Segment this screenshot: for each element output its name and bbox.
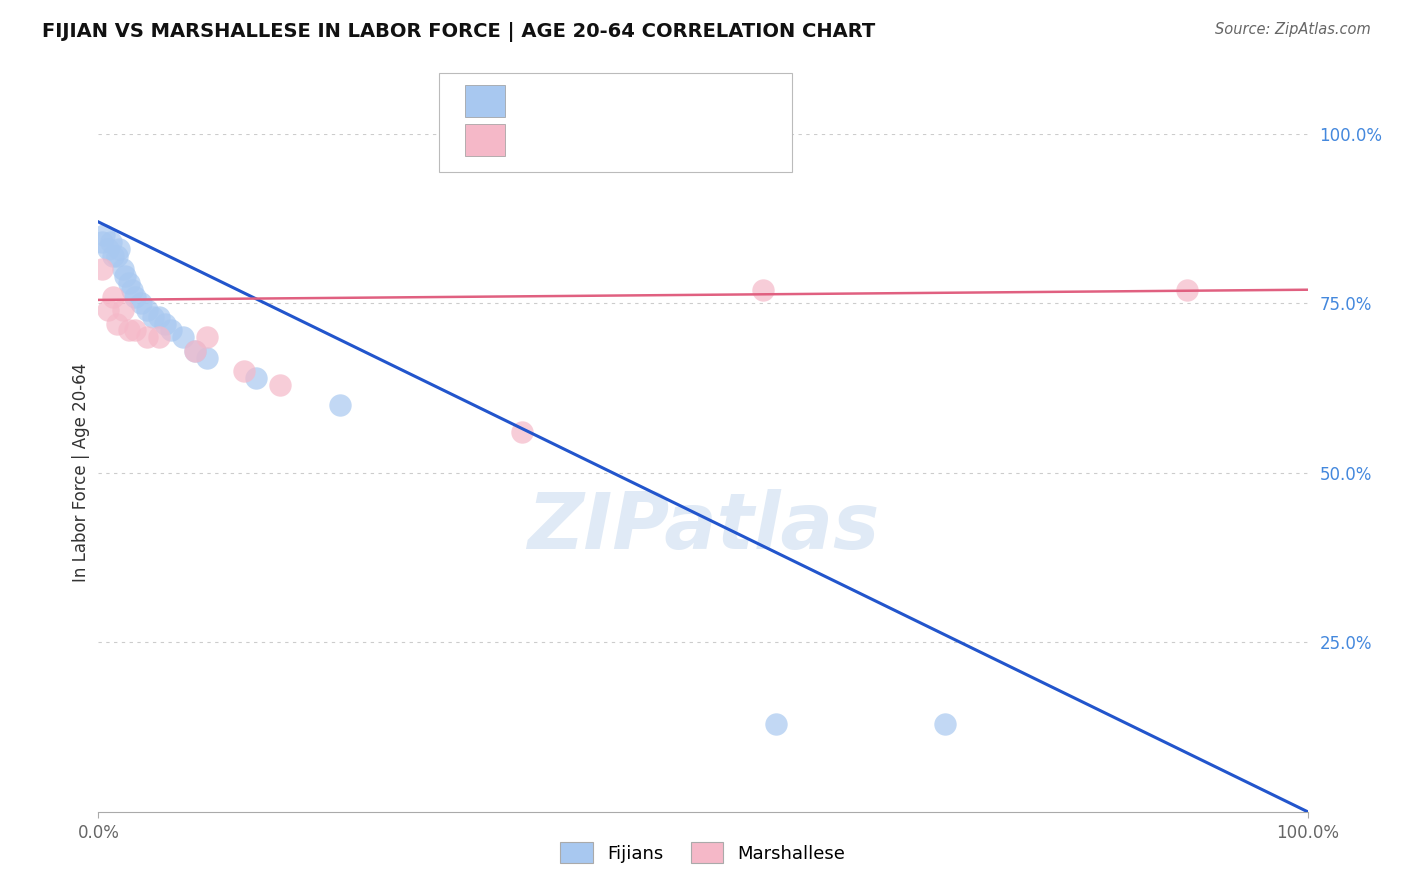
Point <box>1175 283 1198 297</box>
Point <box>101 249 124 263</box>
Point <box>172 330 194 344</box>
Point <box>129 296 152 310</box>
Text: -0.878: -0.878 <box>561 88 619 106</box>
Point <box>269 377 291 392</box>
Text: N =: N = <box>623 88 675 106</box>
Point <box>148 310 170 324</box>
Legend: Fijians, Marshallese: Fijians, Marshallese <box>553 835 853 871</box>
Text: 0.028: 0.028 <box>561 128 617 145</box>
Point <box>195 351 218 365</box>
Point <box>93 228 115 243</box>
Point <box>329 398 352 412</box>
Point <box>97 303 120 318</box>
Point <box>108 242 131 256</box>
Point <box>101 289 124 303</box>
Point <box>195 330 218 344</box>
Text: 25: 25 <box>671 88 693 106</box>
Point <box>148 330 170 344</box>
Point <box>153 317 176 331</box>
Point <box>105 249 128 263</box>
Point <box>91 262 114 277</box>
Point <box>934 716 956 731</box>
Point <box>124 289 146 303</box>
Text: ZIPatlas: ZIPatlas <box>527 489 879 565</box>
Point <box>184 343 207 358</box>
Point <box>118 276 141 290</box>
Y-axis label: In Labor Force | Age 20-64: In Labor Force | Age 20-64 <box>72 363 90 582</box>
Point <box>142 310 165 324</box>
Point <box>160 323 183 337</box>
Point <box>105 317 128 331</box>
Point <box>510 425 533 439</box>
Point <box>232 364 254 378</box>
Point <box>135 330 157 344</box>
Point <box>111 262 134 277</box>
Point <box>118 323 141 337</box>
Point <box>135 303 157 318</box>
Point <box>245 371 267 385</box>
Point <box>97 242 120 256</box>
Point <box>124 323 146 337</box>
Text: Source: ZipAtlas.com: Source: ZipAtlas.com <box>1215 22 1371 37</box>
Point <box>121 283 143 297</box>
Point <box>100 235 122 250</box>
Point <box>114 269 136 284</box>
Point <box>765 716 787 731</box>
Point <box>111 303 134 318</box>
Point <box>91 235 114 250</box>
Text: 16: 16 <box>671 128 693 145</box>
Point <box>184 343 207 358</box>
Text: FIJIAN VS MARSHALLESE IN LABOR FORCE | AGE 20-64 CORRELATION CHART: FIJIAN VS MARSHALLESE IN LABOR FORCE | A… <box>42 22 876 42</box>
Text: R =: R = <box>519 128 558 145</box>
Text: N =: N = <box>623 128 675 145</box>
Point <box>752 283 775 297</box>
Text: R =: R = <box>519 88 558 106</box>
